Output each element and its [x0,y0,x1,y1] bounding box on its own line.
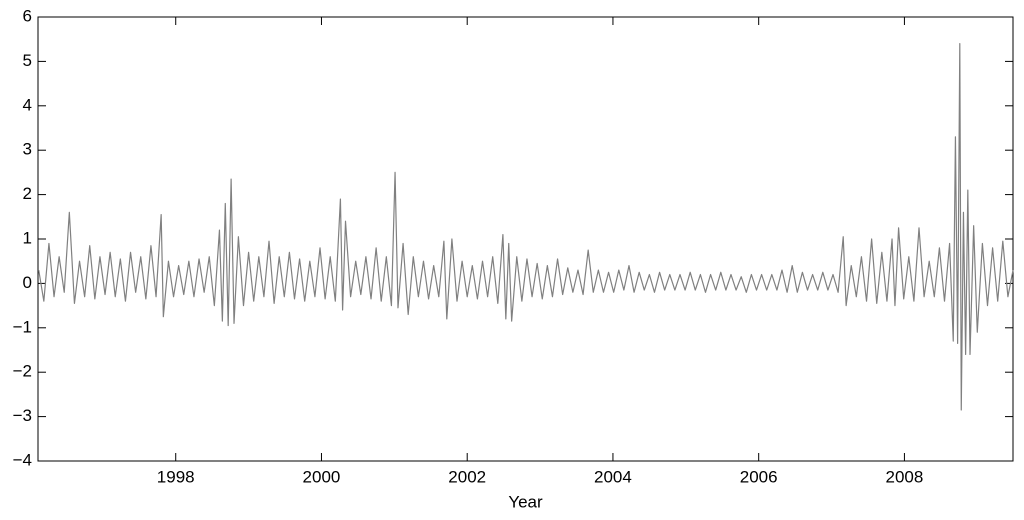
x-tick-label: 2002 [448,467,486,486]
y-tick-label: 1 [23,228,32,247]
x-tick-label: 2006 [740,467,778,486]
plot-frame [37,16,1014,462]
y-tick-label: −3 [13,406,32,425]
y-tick-label: 5 [23,51,32,70]
x-tick-label: 2004 [594,467,632,486]
y-tick-label: −2 [13,362,32,381]
y-tick-label: 0 [23,273,32,292]
x-tick-label: 2008 [886,467,924,486]
y-tick-label: 2 [23,184,32,203]
x-tick-label: 1998 [157,467,195,486]
y-tick-label: 3 [23,140,32,159]
x-tick-label: 2000 [303,467,341,486]
y-tick-label: 4 [23,95,32,114]
y-tick-label: 6 [23,6,32,25]
y-tick-label: −4 [13,450,32,469]
data-line [38,43,1014,411]
y-tick-label: −1 [13,317,32,336]
x-axis-label: Year [508,492,543,511]
